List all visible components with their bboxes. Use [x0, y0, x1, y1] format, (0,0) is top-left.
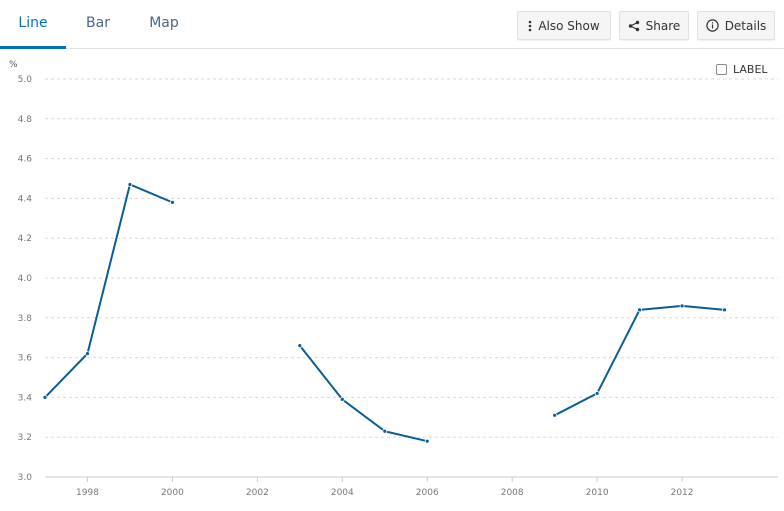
x-tick-label: 2006: [416, 488, 439, 498]
share-icon: [628, 20, 640, 32]
data-point: [85, 351, 90, 357]
data-point: [637, 307, 642, 313]
tab-line[interactable]: Line: [0, 0, 66, 49]
y-tick-label: 4.2: [18, 234, 32, 244]
x-tick-label: 2010: [586, 488, 609, 498]
y-tick-label: 3.6: [18, 354, 33, 364]
legend: LABEL: [716, 63, 768, 76]
data-point: [170, 199, 175, 205]
data-point: [339, 396, 345, 402]
vertical-dots-icon: [528, 20, 532, 32]
details-label: Details: [724, 18, 767, 33]
share-label: Share: [645, 18, 681, 33]
y-tick-label: 4.8: [18, 115, 33, 125]
x-tick-label: 1998: [76, 488, 99, 498]
view-tabs-bar: Line Bar Map Also Show Share Details: [0, 0, 784, 49]
line-chart: % 3.0 3.2 3.4 3.6 3.8 4.0 4.2 4.4 4.6 4.8 5.0 1998…: [9, 60, 778, 498]
y-tick-label: 4.0: [18, 274, 33, 284]
series-line-segment: [554, 304, 725, 417]
tab-bar[interactable]: Bar: [86, 15, 110, 31]
y-tick-label: 3.8: [18, 314, 33, 324]
y-axis-label: %: [9, 60, 18, 70]
x-tick-label: 2000: [161, 488, 184, 498]
y-tick-label: 3.0: [18, 473, 33, 483]
data-point: [382, 428, 388, 434]
series-line-segment: [299, 345, 428, 443]
share-button[interactable]: Share: [619, 11, 689, 40]
label-checkbox-text: LABEL: [733, 63, 768, 76]
y-tick-label: 4.6: [18, 155, 33, 165]
y-tick-label: 3.4: [18, 393, 33, 403]
y-tick-label: 4.4: [18, 194, 33, 204]
data-point: [297, 343, 303, 349]
also-show-label: Also Show: [538, 18, 600, 33]
data-point: [552, 412, 558, 418]
tab-map[interactable]: Map: [149, 15, 179, 31]
data-point: [722, 307, 727, 313]
data-point: [594, 391, 600, 396]
also-show-button[interactable]: Also Show: [517, 11, 611, 40]
series-line-segment: [44, 183, 173, 399]
x-tick-label: 2008: [501, 488, 524, 498]
x-tick-label: 2012: [671, 488, 694, 498]
data-point: [679, 303, 685, 309]
info-icon: [705, 19, 719, 32]
data-point: [42, 394, 48, 400]
label-checkbox[interactable]: [716, 64, 727, 75]
y-tick-label: 3.2: [18, 433, 32, 443]
y-tick-label: 5.0: [18, 75, 33, 85]
x-tick-label: 2002: [246, 488, 269, 498]
data-point: [424, 438, 430, 444]
data-point: [127, 182, 133, 187]
details-button[interactable]: Details: [697, 11, 775, 40]
x-tick-label: 2004: [331, 488, 354, 498]
